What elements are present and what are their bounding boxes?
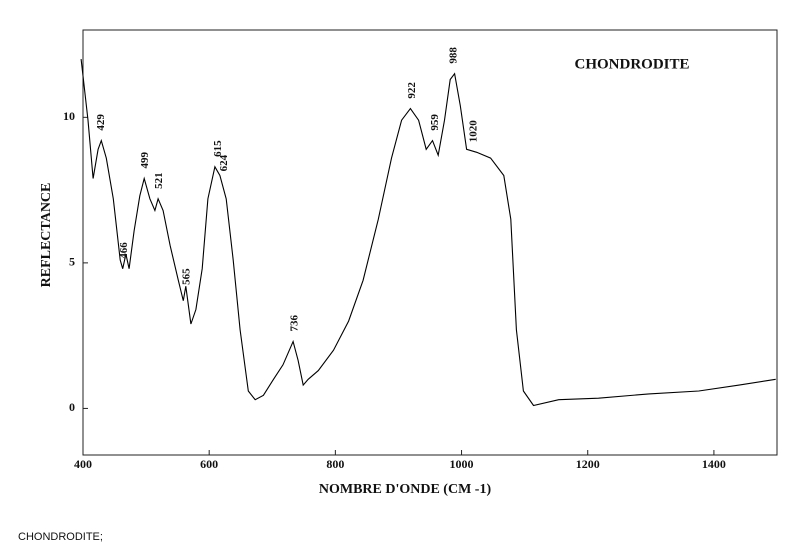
x-tick-label: 400	[74, 457, 92, 471]
plot-frame	[82, 29, 778, 456]
x-tick-label: 800	[326, 457, 344, 471]
x-tick-label: 600	[200, 457, 218, 471]
peak-label: 959	[429, 114, 441, 131]
peak-label: 565	[181, 268, 193, 285]
peak-label: 466	[118, 242, 130, 259]
peak-label: 615	[212, 140, 224, 157]
y-tick-label: 10	[63, 109, 75, 123]
peak-label: 922	[406, 82, 418, 99]
x-tick-label: 1400	[702, 457, 726, 471]
peak-label: 429	[95, 114, 107, 131]
y-tick-label: 5	[69, 255, 75, 269]
chart-title: CHONDRODITE	[574, 56, 689, 72]
peak-label: 521	[153, 172, 165, 189]
caption: CHONDRODITE;	[18, 531, 103, 543]
peak-label: 499	[139, 151, 151, 168]
x-tick-label: 1000	[450, 457, 474, 471]
spectrum-line	[80, 59, 776, 407]
y-tick-label: 0	[69, 400, 75, 414]
y-axis-label: REFLECTANCE	[39, 183, 54, 288]
peak-label: 1020	[468, 120, 480, 143]
peak-label: 736	[289, 314, 301, 331]
x-axis-label: NOMBRE D'ONDE (CM -1)	[319, 482, 492, 497]
peak-label: 624	[218, 154, 230, 171]
peak-label: 988	[448, 47, 460, 64]
x-tick-label: 1200	[576, 457, 600, 471]
